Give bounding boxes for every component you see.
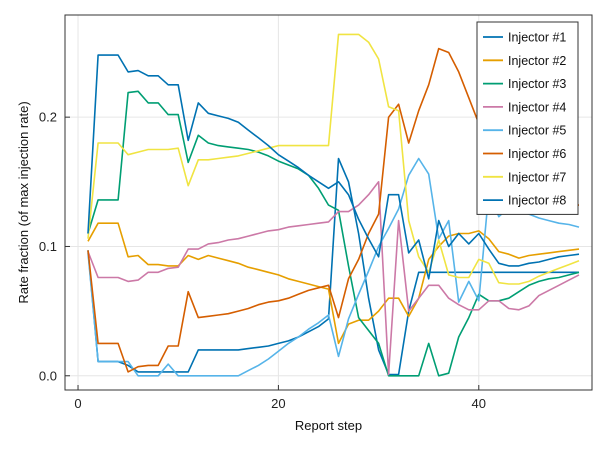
legend-label-injector-1: Injector #1 <box>508 31 566 45</box>
legend-label-injector-3: Injector #3 <box>508 77 566 91</box>
legend-label-injector-4: Injector #4 <box>508 100 566 114</box>
axis-ticks: 0 20 40 0.0 0.1 0.2 <box>39 110 486 411</box>
legend-box <box>476 21 579 215</box>
series-line-injector-4 <box>87 181 580 376</box>
y-tick-label: 0.2 <box>39 110 57 125</box>
legend-label-injector-7: Injector #7 <box>508 170 566 184</box>
legend-label-injector-8: Injector #8 <box>508 194 566 208</box>
y-axis-label: Rate fraction (of max injection rate) <box>16 101 31 303</box>
series-line-injector-7 <box>87 33 580 285</box>
legend: Injector #1 Injector #2 Injector #3 Injecto… <box>476 21 579 215</box>
series-line-injector-1 <box>87 157 579 376</box>
series-lines <box>87 33 580 377</box>
y-tick-label: 0.1 <box>39 239 57 254</box>
series-line-injector-2 <box>87 222 580 345</box>
legend-label-injector-2: Injector #2 <box>508 54 566 68</box>
x-tick-label: 0 <box>74 396 81 411</box>
x-axis-label: Report step <box>295 418 362 433</box>
legend-label-injector-6: Injector #6 <box>508 147 566 161</box>
x-tick-label: 40 <box>472 396 486 411</box>
x-tick-label: 20 <box>271 396 285 411</box>
legend-label-injector-5: Injector #5 <box>508 124 566 138</box>
y-tick-label: 0.0 <box>39 368 57 383</box>
series-line-injector-8 <box>87 54 580 280</box>
plot-frame <box>64 14 593 391</box>
